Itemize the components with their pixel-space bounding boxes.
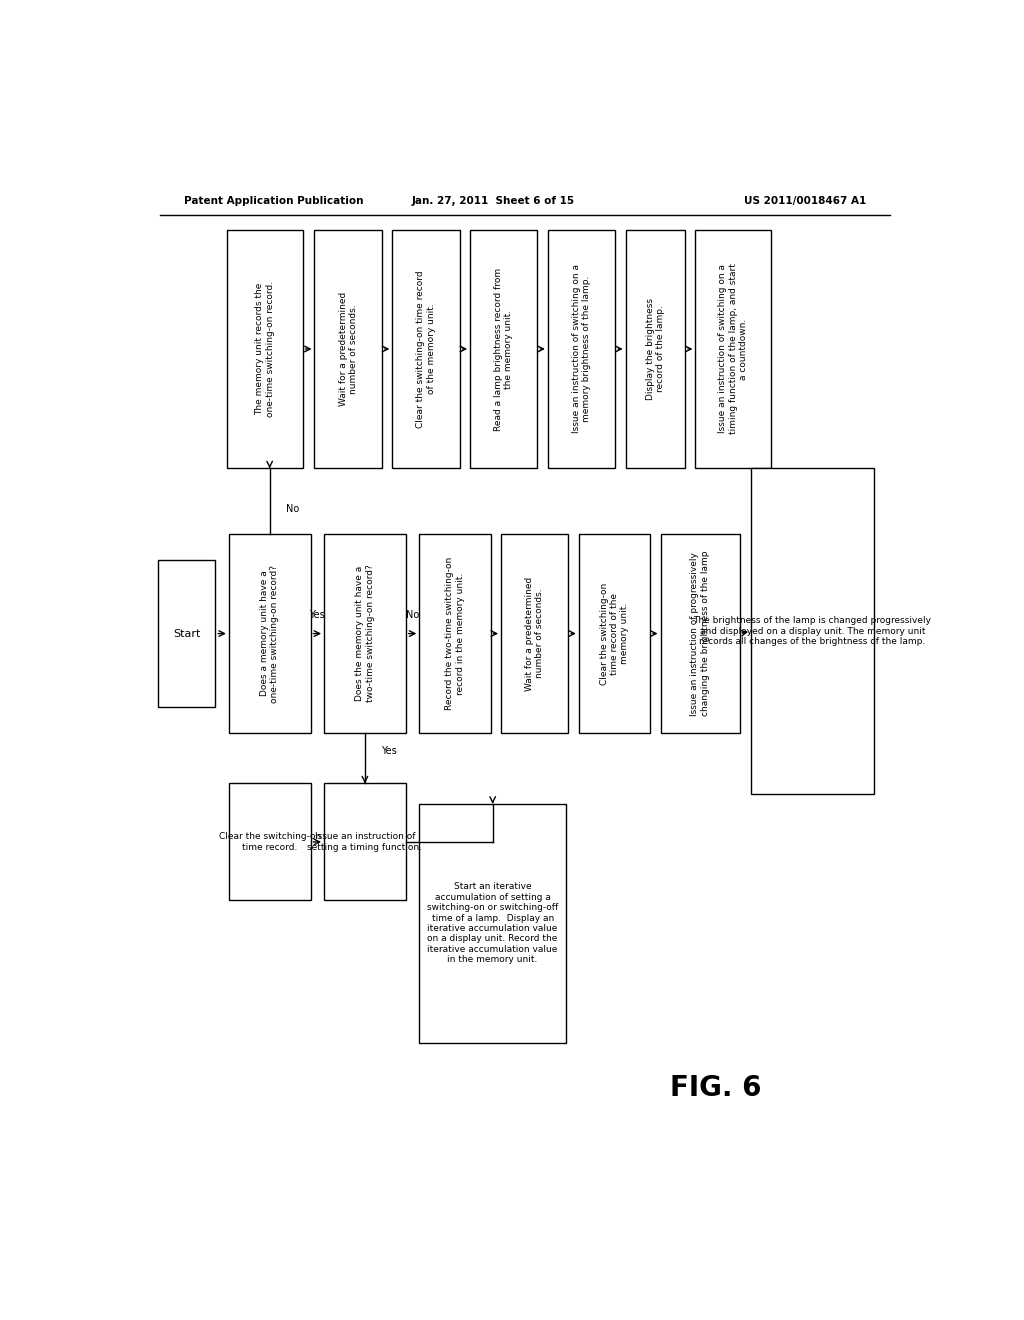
Text: No: No xyxy=(286,504,299,513)
Text: No: No xyxy=(406,610,419,620)
Text: Does the memory unit have a
two-time switching-on record?: Does the memory unit have a two-time swi… xyxy=(355,565,375,702)
Text: Start an iterative
accumulation of setting a
switching-on or switching-off
time : Start an iterative accumulation of setti… xyxy=(427,882,558,964)
FancyBboxPatch shape xyxy=(419,535,490,733)
Text: Issue an instruction of
setting a timing function.: Issue an instruction of setting a timing… xyxy=(307,832,422,851)
FancyBboxPatch shape xyxy=(501,535,568,733)
Text: US 2011/0018467 A1: US 2011/0018467 A1 xyxy=(743,197,866,206)
FancyBboxPatch shape xyxy=(227,230,303,469)
FancyBboxPatch shape xyxy=(228,784,310,900)
Text: Issue an instruction of progressively
changing the brightness of the lamp: Issue an instruction of progressively ch… xyxy=(690,550,710,717)
FancyBboxPatch shape xyxy=(751,469,874,793)
FancyBboxPatch shape xyxy=(695,230,771,469)
Text: The brightness of the lamp is changed progressively
and displayed on a display u: The brightness of the lamp is changed pr… xyxy=(693,616,932,645)
Text: Yes: Yes xyxy=(381,746,396,756)
Text: Start: Start xyxy=(173,628,201,639)
Text: The memory unit records the
one-time switching-on record.: The memory unit records the one-time swi… xyxy=(255,281,274,417)
Text: Clear the switching-on time record
of the memory unit.: Clear the switching-on time record of th… xyxy=(417,271,435,428)
FancyBboxPatch shape xyxy=(579,535,650,733)
FancyBboxPatch shape xyxy=(324,535,406,733)
FancyBboxPatch shape xyxy=(470,230,538,469)
Text: Yes: Yes xyxy=(309,610,326,620)
FancyBboxPatch shape xyxy=(660,535,740,733)
Text: Wait for a predetermined
number of seconds.: Wait for a predetermined number of secon… xyxy=(339,292,358,407)
FancyBboxPatch shape xyxy=(626,230,685,469)
FancyBboxPatch shape xyxy=(548,230,615,469)
Text: Jan. 27, 2011  Sheet 6 of 15: Jan. 27, 2011 Sheet 6 of 15 xyxy=(412,197,574,206)
FancyBboxPatch shape xyxy=(392,230,460,469)
Text: Record the two-time switching-on
record in the memory unit.: Record the two-time switching-on record … xyxy=(445,557,465,710)
Text: Issue an instruction of switching on a
timing function of the lamp, and start
a : Issue an instruction of switching on a t… xyxy=(718,264,748,434)
Text: Issue an instruction of switching on a
memory brightness of the lamp.: Issue an instruction of switching on a m… xyxy=(571,264,591,433)
FancyBboxPatch shape xyxy=(419,804,566,1043)
FancyBboxPatch shape xyxy=(324,784,406,900)
Text: Read a lamp brightness record from
the memory unit.: Read a lamp brightness record from the m… xyxy=(494,268,513,430)
Text: Clear the switching-on
time record.: Clear the switching-on time record. xyxy=(218,832,321,851)
FancyBboxPatch shape xyxy=(314,230,382,469)
Text: Patent Application Publication: Patent Application Publication xyxy=(183,197,364,206)
Text: Wait for a predetermined
number of seconds.: Wait for a predetermined number of secon… xyxy=(525,577,545,690)
FancyBboxPatch shape xyxy=(228,535,310,733)
Text: Clear the switching-on
time record of the
memory unit.: Clear the switching-on time record of th… xyxy=(600,582,630,685)
FancyBboxPatch shape xyxy=(158,560,215,708)
Text: FIG. 6: FIG. 6 xyxy=(670,1074,761,1102)
Text: Display the brightness
record of the lamp.: Display the brightness record of the lam… xyxy=(646,298,665,400)
Text: Does a memory unit have a
one-time switching-on record?: Does a memory unit have a one-time switc… xyxy=(260,565,280,702)
